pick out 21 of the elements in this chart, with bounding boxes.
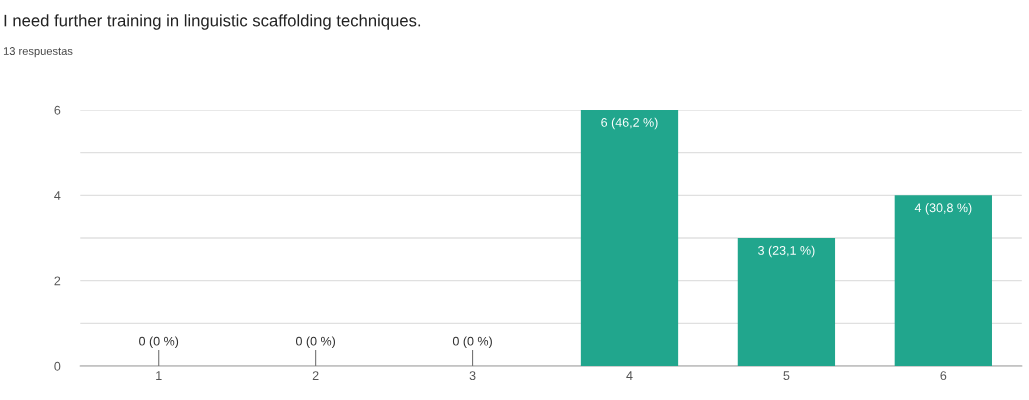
- bar: [737, 238, 836, 366]
- x-tick-label: 5: [783, 371, 790, 381]
- data-label: 0 (0 %): [452, 336, 492, 349]
- chart-title: I need further training in linguistic scaffolding techniques.: [4, 14, 421, 30]
- data-label: 4 (30,8 %): [914, 203, 972, 215]
- x-tick-label: 4: [626, 371, 633, 380]
- y-tick-label: 2: [54, 276, 61, 286]
- y-tick-label: 6: [54, 105, 61, 115]
- bar: [580, 110, 679, 366]
- data-label: 3 (23,1 %): [758, 245, 815, 258]
- x-tick-label: 1: [156, 371, 162, 380]
- data-label: 6 (46,2 %): [601, 117, 658, 130]
- x-tick-label: 6: [940, 371, 947, 381]
- bar: [894, 195, 992, 366]
- x-tick-label: 3: [469, 371, 476, 381]
- y-tick-label: 0: [54, 361, 61, 371]
- chart-subtitle: 13 respuestas: [3, 47, 73, 58]
- data-label: 0 (0 %): [295, 336, 336, 349]
- x-tick-label: 2: [312, 371, 319, 380]
- y-tick-label: 4: [54, 191, 61, 200]
- data-label: 0 (0 %): [139, 336, 179, 349]
